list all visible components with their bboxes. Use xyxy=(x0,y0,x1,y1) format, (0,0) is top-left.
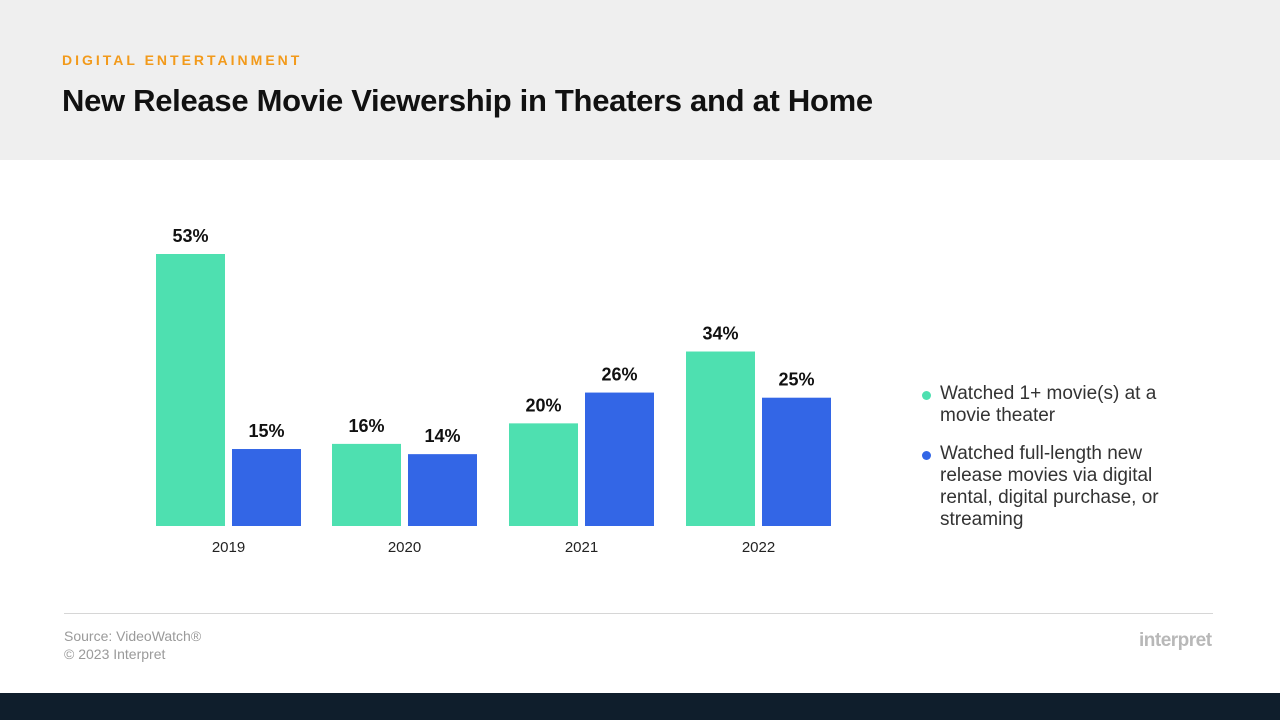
legend-label-digital: Watched full-length new release movies v… xyxy=(940,443,1159,530)
legend-dot-digital xyxy=(922,451,931,460)
page-title: New Release Movie Viewership in Theaters… xyxy=(62,83,873,118)
data-label-theater-2019: 53% xyxy=(172,226,208,246)
bar-theater-2020 xyxy=(332,443,401,526)
brand-logo: interpret xyxy=(1139,630,1212,651)
source-note: Source: VideoWatch® © 2023 Interpret xyxy=(64,627,201,663)
data-label-theater-2020: 16% xyxy=(348,416,384,436)
data-label-theater-2021: 20% xyxy=(525,395,561,415)
bar-chart: 53% 15% 2019 16% 14% 2020 20% 26% 2021 34% 25% 2022 xyxy=(156,226,831,556)
bar-theater-2022 xyxy=(686,351,755,526)
data-label-theater-2022: 34% xyxy=(702,324,738,344)
bar-theater-2019 xyxy=(156,254,225,526)
x-tick-label-2022: 2022 xyxy=(742,539,775,556)
legend-dot-theater xyxy=(922,391,931,400)
x-tick-label-2020: 2020 xyxy=(388,539,421,556)
footer-bar xyxy=(0,693,1280,720)
chart-legend: Watched 1+ movie(s) at a movie theater W… xyxy=(922,383,1192,547)
x-tick-label-2021: 2021 xyxy=(565,539,598,556)
bar-theater-2021 xyxy=(509,423,578,526)
data-label-digital-2021: 26% xyxy=(601,365,637,385)
copyright-text: © 2023 Interpret xyxy=(64,646,166,662)
bar-digital-2022 xyxy=(762,397,831,526)
legend-item-theater: Watched 1+ movie(s) at a movie theater xyxy=(922,383,1192,427)
legend-label-theater: Watched 1+ movie(s) at a movie theater xyxy=(940,383,1157,426)
data-label-digital-2022: 25% xyxy=(778,370,814,390)
source-text: Source: VideoWatch® xyxy=(64,628,202,644)
header-band: DIGITAL ENTERTAINMENT New Release Movie … xyxy=(0,0,1280,160)
legend-item-digital: Watched full-length new release movies v… xyxy=(922,443,1192,531)
section-kicker: DIGITAL ENTERTAINMENT xyxy=(62,52,303,68)
footer-divider xyxy=(64,613,1213,614)
data-label-digital-2019: 15% xyxy=(248,421,284,441)
data-label-digital-2020: 14% xyxy=(424,426,460,446)
x-tick-label-2019: 2019 xyxy=(212,539,245,556)
bar-digital-2019 xyxy=(232,449,301,526)
bar-digital-2020 xyxy=(408,454,477,526)
bar-digital-2021 xyxy=(585,392,654,526)
